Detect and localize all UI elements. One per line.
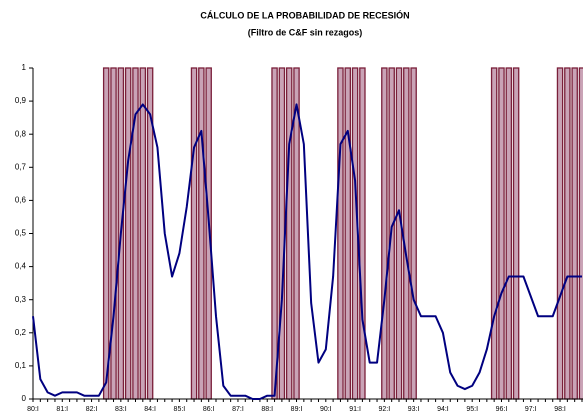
y-tick-label: 0,2 bbox=[15, 328, 27, 337]
x-tick-label: 81:I bbox=[56, 406, 68, 413]
x-tick-label: 88:I bbox=[261, 406, 273, 413]
y-tick-label: 1 bbox=[22, 63, 27, 72]
recession-bar bbox=[410, 67, 417, 400]
recession-bar bbox=[571, 67, 578, 400]
x-tick-label: 80:I bbox=[27, 406, 39, 413]
x-tick-label: 83:I bbox=[115, 406, 127, 413]
recession-bar bbox=[102, 67, 110, 400]
chart-subtitle: (Filtro de C&F sin rezagos) bbox=[248, 27, 363, 37]
probability-line bbox=[32, 103, 582, 400]
recession-bar bbox=[403, 67, 410, 400]
chart-title: CÁLCULO DE LA PROBABILIDAD DE RECESIÓN bbox=[200, 9, 409, 20]
recession-bar bbox=[556, 67, 564, 400]
x-tick-label: 94:I bbox=[437, 406, 449, 413]
x-tick-label: 97:I bbox=[525, 406, 537, 413]
x-tick-label: 89:I bbox=[291, 406, 303, 413]
x-tick-label: 92:I bbox=[379, 406, 391, 413]
recession-bar bbox=[490, 67, 498, 400]
y-tick-label: 0,6 bbox=[15, 196, 27, 205]
y-tick-label: 0,9 bbox=[15, 96, 27, 105]
recession-bar bbox=[395, 67, 403, 400]
x-tick-label: 82:I bbox=[86, 406, 98, 413]
x-tick-label: 90:I bbox=[320, 406, 332, 413]
recession-bar bbox=[337, 67, 344, 400]
recession-bar bbox=[498, 67, 505, 400]
recession-bar bbox=[344, 67, 352, 400]
recession-bar bbox=[124, 67, 132, 400]
x-tick-label: 93:I bbox=[408, 406, 420, 413]
recession-bar bbox=[285, 67, 293, 400]
x-tick-label: 95:I bbox=[466, 406, 478, 413]
y-tick-label: 0,7 bbox=[15, 162, 27, 171]
recession-bar bbox=[198, 67, 205, 400]
recession-bar bbox=[512, 67, 520, 400]
y-tick-label: 0,4 bbox=[15, 262, 27, 271]
x-tick-label: 98:I bbox=[554, 406, 566, 413]
recession-bar bbox=[190, 67, 198, 400]
recession-bar bbox=[278, 67, 286, 400]
x-tick-label: 96:I bbox=[496, 406, 508, 413]
recession-bar bbox=[110, 67, 117, 400]
y-tick-label: 0,8 bbox=[15, 129, 27, 138]
x-tick-label: 91:I bbox=[349, 406, 361, 413]
x-tick-label: 85:I bbox=[174, 406, 186, 413]
recession-bar bbox=[139, 67, 147, 400]
y-tick-label: 0,3 bbox=[15, 295, 27, 304]
recession-bar bbox=[578, 67, 583, 400]
y-tick-label: 0,1 bbox=[15, 361, 27, 370]
recession-bar bbox=[271, 67, 278, 400]
y-tick-label: 0,5 bbox=[15, 229, 27, 238]
recession-bar bbox=[505, 67, 513, 400]
x-tick-label: 87:I bbox=[232, 406, 244, 413]
x-tick-label: 86:I bbox=[203, 406, 215, 413]
x-tick-label: 84:I bbox=[144, 406, 156, 413]
recession-bar bbox=[564, 67, 571, 400]
recession-bar bbox=[359, 67, 366, 400]
recession-bar bbox=[381, 67, 388, 400]
y-tick-label: 0 bbox=[22, 394, 27, 403]
